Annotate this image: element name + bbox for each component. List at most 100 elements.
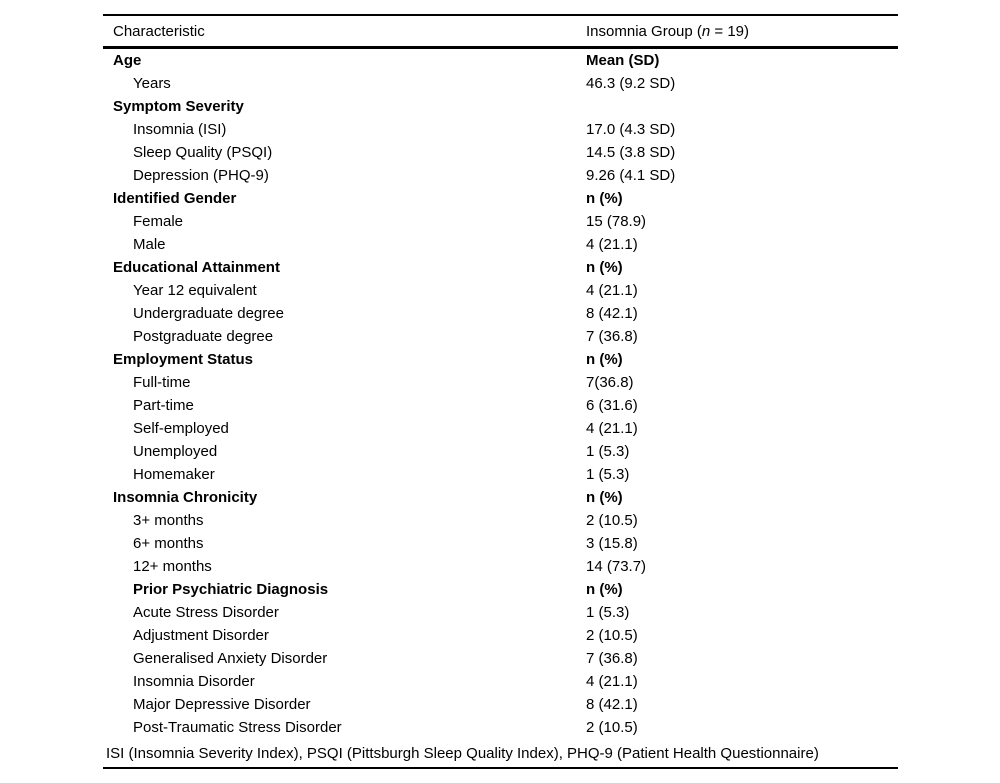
header-group: Insomnia Group (n = 19) <box>586 24 898 39</box>
row-value: 7 (36.8) <box>586 328 638 345</box>
row-label: Insomnia Disorder <box>133 673 255 690</box>
header-group-prefix: Insomnia Group ( <box>586 22 702 40</box>
table-row: Prior Psychiatric Diagnosis n (%) <box>103 578 898 601</box>
table-row: Homemaker 1 (5.3) <box>103 463 898 486</box>
row-label: 3+ months <box>133 512 204 529</box>
row-label: Female <box>133 213 184 230</box>
table-row: Symptom Severity <box>103 95 898 118</box>
demographics-table: Characteristic Insomnia Group (n = 19) A… <box>103 14 898 769</box>
row-label: Part-time <box>133 397 194 414</box>
row-value: n (%) <box>586 351 623 368</box>
table-row: Undergraduate degree 8 (42.1) <box>103 302 898 325</box>
row-value: 1 (5.3) <box>586 466 630 483</box>
row-label: Prior Psychiatric Diagnosis <box>133 581 329 598</box>
row-value: n (%) <box>586 259 623 276</box>
row-label: Insomnia (ISI) <box>133 121 227 138</box>
row-value: n (%) <box>586 190 623 207</box>
table-row: 6+ months 3 (15.8) <box>103 532 898 555</box>
row-value: 14.5 (3.8 SD) <box>586 144 676 161</box>
row-label: Homemaker <box>133 466 215 483</box>
row-label: Employment Status <box>113 351 254 368</box>
table-row: Insomnia Disorder 4 (21.1) <box>103 670 898 693</box>
row-label: Self-employed <box>133 420 229 437</box>
header-characteristic: Characteristic <box>113 22 205 40</box>
table-row: Insomnia (ISI) 17.0 (4.3 SD) <box>103 118 898 141</box>
table-row: Employment Status n (%) <box>103 348 898 371</box>
table-row: Age Mean (SD) <box>103 49 898 72</box>
row-value: 8 (42.1) <box>586 305 638 322</box>
table-row: Generalised Anxiety Disorder 7 (36.8) <box>103 647 898 670</box>
table-row: Male 4 (21.1) <box>103 233 898 256</box>
header-group-n: n <box>701 22 711 40</box>
row-value: 46.3 (9.2 SD) <box>586 75 676 92</box>
row-label: Identified Gender <box>113 190 237 207</box>
table-row: Years 46.3 (9.2 SD) <box>103 72 898 95</box>
row-label: Male <box>133 236 166 253</box>
row-label: Acute Stress Disorder <box>133 604 279 621</box>
row-value: 17.0 (4.3 SD) <box>586 121 676 138</box>
table-bottom-rule <box>103 767 898 769</box>
row-label: Unemployed <box>133 443 218 460</box>
row-value: 2 (10.5) <box>586 627 638 644</box>
table-row: Post-Traumatic Stress Disorder 2 (10.5) <box>103 716 898 739</box>
table-row: Depression (PHQ-9) 9.26 (4.1 SD) <box>103 164 898 187</box>
row-value: 8 (42.1) <box>586 696 638 713</box>
row-value: 3 (15.8) <box>586 535 638 552</box>
row-label: Insomnia Chronicity <box>113 489 258 506</box>
row-value: 9.26 (4.1 SD) <box>586 167 676 184</box>
table-row: Self-employed 4 (21.1) <box>103 417 898 440</box>
row-value: 15 (78.9) <box>586 213 647 230</box>
row-value: 4 (21.1) <box>586 282 638 299</box>
row-label: Post-Traumatic Stress Disorder <box>133 719 342 736</box>
row-value: 7 (36.8) <box>586 650 638 667</box>
row-value: Mean (SD) <box>586 52 660 69</box>
row-value: 14 (73.7) <box>586 558 647 575</box>
table-row: Full-time 7(36.8) <box>103 371 898 394</box>
row-label: Year 12 equivalent <box>133 282 257 299</box>
row-label: 6+ months <box>133 535 204 552</box>
table-row: Postgraduate degree 7 (36.8) <box>103 325 898 348</box>
table-row: Adjustment Disorder 2 (10.5) <box>103 624 898 647</box>
row-label: Sleep Quality (PSQI) <box>133 144 273 161</box>
table-row: Educational Attainment n (%) <box>103 256 898 279</box>
row-value: 7(36.8) <box>586 374 634 391</box>
row-label: Undergraduate degree <box>133 305 284 322</box>
row-label: Full-time <box>133 374 191 391</box>
table-row: Identified Gender n (%) <box>103 187 898 210</box>
row-value: 2 (10.5) <box>586 719 638 736</box>
row-label: Age <box>113 52 142 69</box>
table-header-rule <box>103 46 898 49</box>
row-label: Depression (PHQ-9) <box>133 167 269 184</box>
row-value: 4 (21.1) <box>586 236 638 253</box>
table-row: 3+ months 2 (10.5) <box>103 509 898 532</box>
table-row: Acute Stress Disorder 1 (5.3) <box>103 601 898 624</box>
table-row: Year 12 equivalent 4 (21.1) <box>103 279 898 302</box>
row-label: 12+ months <box>133 558 212 575</box>
row-label: Adjustment Disorder <box>133 627 269 644</box>
table-row: Sleep Quality (PSQI) 14.5 (3.8 SD) <box>103 141 898 164</box>
table-footnote: ISI (Insomnia Severity Index), PSQI (Pit… <box>106 744 819 762</box>
row-value: n (%) <box>586 489 623 506</box>
header-group-suffix: = 19) <box>710 22 750 40</box>
table-row: 12+ months 14 (73.7) <box>103 555 898 578</box>
table-body: Age Mean (SD) Years 46.3 (9.2 SD) Sympto… <box>103 49 898 739</box>
table-row: Part-time 6 (31.6) <box>103 394 898 417</box>
row-value: 2 (10.5) <box>586 512 638 529</box>
table-row: Major Depressive Disorder 8 (42.1) <box>103 693 898 716</box>
table-top-rule <box>103 14 898 16</box>
table-row: Insomnia Chronicity n (%) <box>103 486 898 509</box>
row-value: n (%) <box>586 581 623 598</box>
row-label: Major Depressive Disorder <box>133 696 311 713</box>
table-header-row: Characteristic Insomnia Group (n = 19) <box>103 16 898 46</box>
table-row: Female 15 (78.9) <box>103 210 898 233</box>
row-label: Postgraduate degree <box>133 328 274 345</box>
row-value: 1 (5.3) <box>586 604 630 621</box>
row-value: 1 (5.3) <box>586 443 630 460</box>
row-label: Generalised Anxiety Disorder <box>133 650 328 667</box>
row-label: Years <box>133 75 171 92</box>
row-value: 4 (21.1) <box>586 420 638 437</box>
table-row: Unemployed 1 (5.3) <box>103 440 898 463</box>
row-label: Symptom Severity <box>113 98 244 115</box>
row-value: 4 (21.1) <box>586 673 638 690</box>
row-label: Educational Attainment <box>113 259 280 276</box>
